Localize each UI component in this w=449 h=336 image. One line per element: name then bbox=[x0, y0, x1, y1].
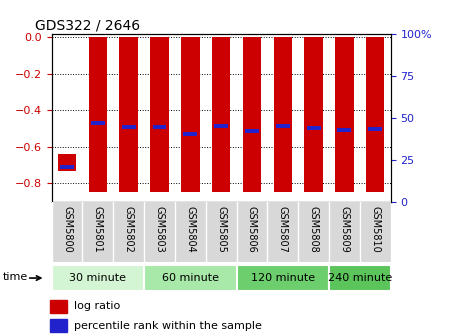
Text: GSM5802: GSM5802 bbox=[123, 206, 134, 253]
Bar bbox=[122, 125, 136, 129]
Bar bbox=[49, 319, 67, 332]
Bar bbox=[245, 129, 259, 133]
Text: GSM5804: GSM5804 bbox=[185, 206, 195, 253]
Bar bbox=[58, 154, 76, 171]
Text: GSM5803: GSM5803 bbox=[154, 206, 164, 253]
Bar bbox=[307, 126, 321, 130]
Bar bbox=[273, 37, 292, 193]
Bar bbox=[183, 132, 197, 136]
Text: GSM5805: GSM5805 bbox=[216, 206, 226, 253]
Bar bbox=[150, 37, 169, 193]
Bar bbox=[237, 265, 329, 291]
Text: GDS322 / 2646: GDS322 / 2646 bbox=[35, 18, 140, 33]
Text: GSM5806: GSM5806 bbox=[247, 206, 257, 253]
Bar bbox=[243, 37, 261, 193]
Text: GSM5810: GSM5810 bbox=[370, 206, 380, 253]
Bar bbox=[181, 37, 199, 193]
Text: percentile rank within the sample: percentile rank within the sample bbox=[74, 321, 262, 331]
Text: 120 minute: 120 minute bbox=[251, 273, 315, 283]
Text: GSM5800: GSM5800 bbox=[62, 206, 72, 253]
Bar bbox=[366, 37, 384, 193]
Bar bbox=[153, 125, 167, 129]
Bar bbox=[119, 37, 138, 193]
Bar bbox=[144, 265, 237, 291]
Text: GSM5801: GSM5801 bbox=[93, 206, 103, 253]
Bar bbox=[329, 265, 391, 291]
Text: log ratio: log ratio bbox=[74, 301, 120, 311]
Text: 240 minute: 240 minute bbox=[328, 273, 392, 283]
Text: GSM5807: GSM5807 bbox=[278, 206, 288, 253]
Bar bbox=[338, 128, 351, 132]
Bar bbox=[335, 37, 354, 193]
Text: 30 minute: 30 minute bbox=[69, 273, 126, 283]
Bar bbox=[60, 165, 74, 169]
Text: 60 minute: 60 minute bbox=[162, 273, 219, 283]
Bar bbox=[49, 300, 67, 312]
Bar bbox=[214, 124, 228, 128]
Bar bbox=[91, 121, 105, 125]
Bar bbox=[52, 265, 144, 291]
Bar bbox=[276, 124, 290, 128]
Bar bbox=[88, 37, 107, 193]
Bar bbox=[212, 37, 230, 193]
Bar bbox=[368, 127, 382, 131]
Text: GSM5809: GSM5809 bbox=[339, 206, 349, 253]
Bar bbox=[304, 37, 323, 193]
Text: time: time bbox=[3, 272, 28, 282]
Text: GSM5808: GSM5808 bbox=[308, 206, 319, 253]
